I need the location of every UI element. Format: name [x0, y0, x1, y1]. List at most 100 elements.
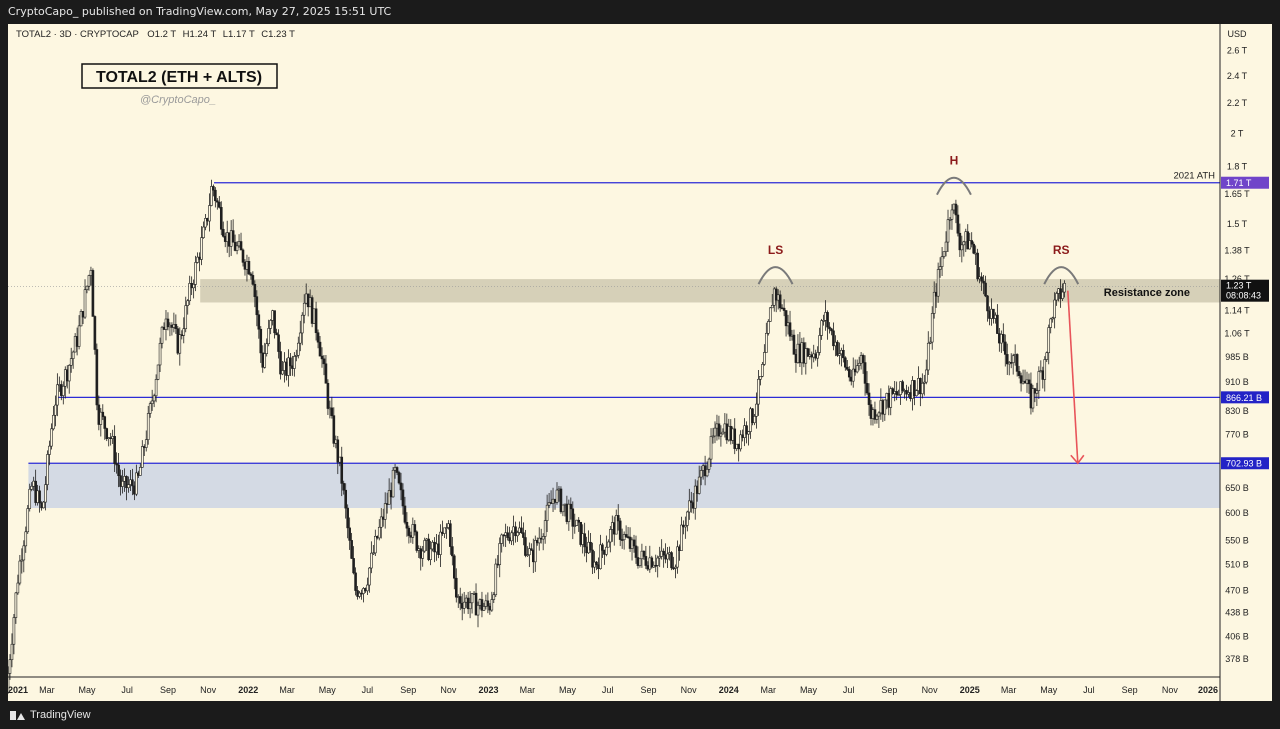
price-axis-area[interactable] [1221, 24, 1272, 701]
candle-down [733, 428, 737, 449]
candle-up [924, 369, 928, 383]
price-tick-label: 1.65 T [1224, 189, 1250, 199]
candle-down [219, 207, 223, 230]
candle-down [644, 556, 648, 566]
candle-up [188, 283, 191, 302]
candle-up [822, 320, 825, 322]
candle-up [926, 342, 930, 371]
candle-down [1003, 341, 1007, 355]
candle-up [194, 262, 197, 285]
pattern-arc-h [936, 176, 972, 196]
candle-up [713, 427, 717, 437]
candle-up [267, 328, 270, 344]
candle-up [423, 540, 426, 552]
candle-down [717, 423, 721, 437]
candle-down [324, 363, 328, 384]
candle-up [135, 472, 138, 495]
candle-up [883, 399, 887, 415]
candle-up [767, 321, 770, 334]
candle-down [458, 596, 462, 604]
time-tick-label: Mar [39, 685, 55, 695]
candle-up [851, 368, 855, 382]
ath-label: 2021 ATH [1173, 171, 1215, 182]
candle-up [54, 404, 57, 416]
time-tick-label: Jul [121, 685, 133, 695]
candle-down [212, 186, 215, 191]
candle-up [656, 557, 660, 566]
candle-up [897, 394, 900, 396]
time-tick-label: 2022 [238, 685, 258, 695]
candle-up [1051, 317, 1054, 320]
candle-up [877, 412, 881, 417]
candle-up [855, 365, 859, 373]
candle-up [439, 531, 442, 555]
time-tick-label: May [78, 685, 96, 695]
candle-up [614, 515, 618, 535]
candle-up [387, 490, 391, 505]
price-tick-label: 378 B [1225, 654, 1249, 664]
candle-up [30, 485, 33, 490]
candle-down [273, 310, 276, 334]
legend-close: C1.23 T [261, 29, 295, 40]
candle-up [281, 370, 284, 375]
candle-up [204, 218, 207, 228]
candle-up [915, 390, 918, 397]
candle-up [1011, 355, 1015, 363]
candle-down [861, 355, 865, 363]
candle-up [202, 226, 205, 238]
last-price-tag: 1.23 T [1226, 281, 1252, 291]
candle-down [216, 200, 219, 203]
candle-down [782, 307, 786, 311]
candle-up [293, 356, 296, 369]
candle-up [818, 335, 821, 353]
candle-up [377, 526, 381, 539]
candle-up [443, 527, 446, 534]
time-axis[interactable]: 2021 Mar May Jul Sep Nov 2022 Mar May Jul Sep Nov 20… [8, 685, 1218, 695]
candle-up [146, 413, 150, 440]
resistance-zone [200, 279, 1221, 303]
candle-down [340, 456, 344, 484]
candle-up [208, 205, 211, 222]
candle-up [121, 480, 124, 487]
support-price-tag: 866.21 B [1226, 393, 1262, 403]
candle-down [583, 533, 586, 548]
candle-down [958, 232, 962, 251]
candle-down [480, 599, 484, 611]
price-axis[interactable]: 2.6 T 2.4 T 2.2 T 2 T 1.8 T 1.65 T 1.5 T 1.38 T… [1224, 46, 1250, 664]
candle-down [1019, 375, 1023, 384]
candle-up [768, 307, 772, 322]
time-tick-label: 2026 [1198, 685, 1218, 695]
candle-up [16, 582, 20, 594]
candle-up [12, 617, 16, 645]
price-tick-label: 406 B [1225, 631, 1249, 641]
candle-up [18, 560, 22, 584]
candle-countdown: 08:08:43 [1226, 291, 1261, 301]
candle-up [52, 414, 55, 430]
price-tick-label: 650 B [1225, 483, 1249, 493]
candle-down [980, 276, 983, 282]
candle-up [875, 415, 879, 420]
candle-down [806, 348, 810, 357]
candle-up [599, 544, 602, 570]
candle-down [314, 308, 318, 334]
candle-up [545, 504, 549, 521]
candle-down [474, 592, 478, 616]
candle-up [391, 469, 395, 498]
candle-up [22, 545, 26, 561]
candle-down [279, 351, 282, 375]
candle-up [528, 548, 531, 556]
candle-up [1031, 388, 1035, 409]
tradingview-brand[interactable]: TradingView [10, 701, 91, 729]
candle-down [589, 541, 592, 551]
candle-up [968, 240, 972, 250]
candle-up [705, 469, 709, 477]
candle-up [747, 431, 750, 435]
ath-price-tag-bg [1221, 176, 1269, 189]
candle-down [986, 295, 989, 312]
candle-down [689, 500, 693, 503]
candle-down [828, 326, 831, 330]
candle-up [526, 554, 529, 557]
candle-up [150, 400, 154, 404]
